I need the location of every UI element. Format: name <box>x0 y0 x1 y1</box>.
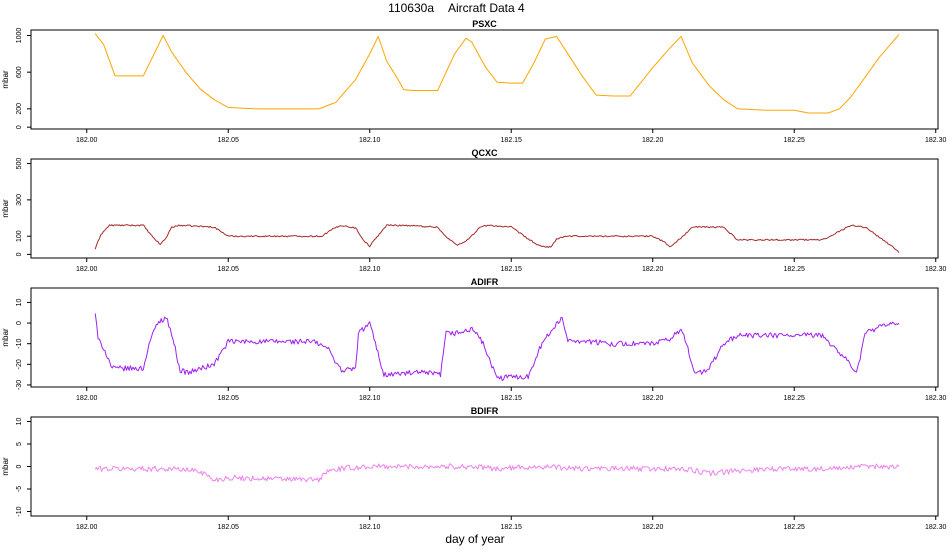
series-line-adifr <box>94 313 900 381</box>
y-axis-label: mbar <box>1 70 10 89</box>
x-tick-label: 182.15 <box>501 395 523 402</box>
x-tick-label: 182.15 <box>501 524 523 531</box>
x-tick-label: 182.25 <box>784 395 806 402</box>
figure-title-name: Aircraft Data 4 <box>448 1 525 15</box>
y-tick-label: -30 <box>16 380 23 390</box>
x-tick-label: 182.05 <box>218 395 240 402</box>
y-tick-label: 500 <box>16 158 23 170</box>
x-tick-label: 182.00 <box>76 266 98 273</box>
x-tick-label: 182.20 <box>642 524 664 531</box>
x-tick-label: 182.00 <box>76 395 98 402</box>
panel-title: ADIFR <box>471 277 499 287</box>
y-axis-label: mbar <box>1 457 10 476</box>
y-tick-label: 600 <box>16 66 23 78</box>
x-tick-label: 182.20 <box>642 137 664 144</box>
x-tick-label: 182.30 <box>925 266 947 273</box>
x-tick-label: 182.00 <box>76 137 98 144</box>
x-tick-label: 182.05 <box>218 524 240 531</box>
series-line-qcxc <box>94 224 900 253</box>
x-tick-label: 182.10 <box>359 137 381 144</box>
y-tick-label: 5 <box>16 442 23 446</box>
x-tick-label: 182.05 <box>218 137 240 144</box>
plot-frame <box>30 158 939 259</box>
x-tick-label: 182.05 <box>218 266 240 273</box>
x-tick-label: 182.25 <box>784 137 806 144</box>
x-tick-label: 182.15 <box>501 137 523 144</box>
y-tick-label: -5 <box>16 486 23 492</box>
panel-psxc: PSXC mbar 0 200 600 1000 182.00 182.05 182.10 182… <box>1 19 947 144</box>
x-axis-label: day of year <box>445 532 504 546</box>
y-tick-label: -10 <box>16 339 23 349</box>
y-tick-label: 100 <box>16 230 23 242</box>
x-tick-label: 182.30 <box>925 137 947 144</box>
x-tick-label: 182.10 <box>359 395 381 402</box>
y-tick-label: 0 <box>16 125 23 129</box>
y-tick-label: 300 <box>16 194 23 206</box>
y-tick-label: -10 <box>16 506 23 516</box>
x-tick-label: 182.30 <box>925 395 947 402</box>
y-axis-label: mbar <box>1 199 10 218</box>
x-tick-label: 182.30 <box>925 524 947 531</box>
x-tick-label: 182.20 <box>642 266 664 273</box>
panel-title: PSXC <box>472 19 497 29</box>
y-axis-label: mbar <box>1 328 10 347</box>
x-tick-label: 182.25 <box>784 266 806 273</box>
plot-frame <box>30 287 939 388</box>
panel-bdifr: BDIFR mbar -10 -5 0 5 10 182.00 182.05 182.10 182.… <box>1 406 947 531</box>
y-tick-label: 10 <box>16 298 23 306</box>
y-tick-label: -20 <box>16 359 23 369</box>
panel-adifr: ADIFR mbar -30 -20 -10 0 10 182.00 182.05 182.10 1… <box>1 277 947 402</box>
y-tick-label: 0 <box>16 464 23 468</box>
series-line-psxc <box>94 33 900 114</box>
y-tick-label: 200 <box>16 103 23 115</box>
y-tick-label: 1000 <box>16 28 23 44</box>
x-tick-label: 182.00 <box>76 524 98 531</box>
panel-title: QCXC <box>471 148 498 158</box>
plot-frame <box>30 29 939 130</box>
figure-title-code: 110630a <box>388 1 434 15</box>
x-tick-label: 182.10 <box>359 266 381 273</box>
panel-qcxc: QCXC mbar 0 100 300 500 182.00 182.05 182.10 182.… <box>1 148 947 273</box>
y-tick-label: 10 <box>16 418 23 426</box>
panel-title: BDIFR <box>471 406 499 416</box>
y-tick-label: 0 <box>16 321 23 325</box>
x-tick-label: 182.25 <box>784 524 806 531</box>
y-tick-label: 0 <box>16 252 23 256</box>
x-tick-label: 182.10 <box>359 524 381 531</box>
x-tick-label: 182.20 <box>642 395 664 402</box>
x-tick-label: 182.15 <box>501 266 523 273</box>
series-line-bdifr <box>94 463 900 483</box>
